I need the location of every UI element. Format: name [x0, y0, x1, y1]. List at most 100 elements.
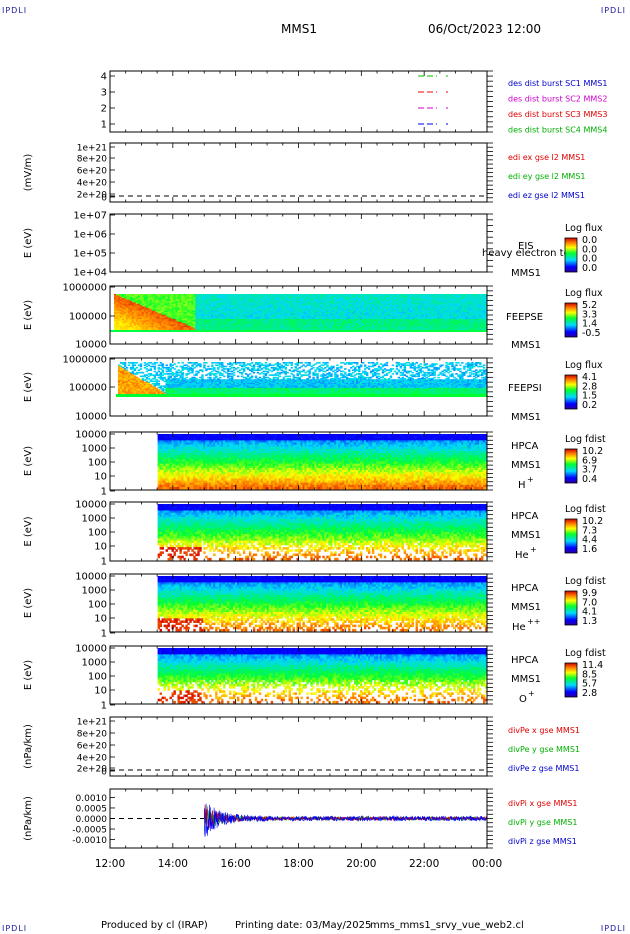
feepse-cell: [322, 296, 325, 299]
feepse-cell: [187, 300, 190, 303]
feepse-cell: [320, 299, 323, 302]
feepse-cell: [215, 313, 218, 316]
feepse-cell: [268, 317, 272, 320]
feepse-cell: [419, 296, 422, 299]
feepse-cell: [338, 298, 341, 300]
feepse-cell: [163, 318, 166, 321]
feepse-cell: [350, 302, 353, 305]
feepse-cell: [195, 328, 198, 331]
feepse-cell: [268, 300, 272, 303]
feepse-cell: [252, 309, 256, 312]
feepse-cell: [447, 299, 450, 302]
feepse-cell: [296, 314, 299, 317]
feepse-cell: [312, 325, 315, 328]
feepse-cell: [338, 294, 341, 296]
feepse-cell: [371, 302, 375, 305]
feepse-cell: [306, 327, 309, 330]
feepse-cell: [348, 328, 351, 331]
feepse-cell: [284, 305, 287, 307]
feepse-cell: [457, 321, 460, 324]
feepse-cell: [413, 321, 416, 324]
feepse-cell: [262, 310, 266, 313]
feepse-cell: [322, 300, 325, 303]
feepse-cell: [113, 314, 117, 317]
feepse-cell: [123, 298, 127, 300]
feepse-cell: [334, 298, 337, 300]
feepse-cell: [401, 316, 405, 318]
feepse-cell: [201, 327, 204, 330]
feepse-cell: [367, 307, 371, 310]
feepse-cell: [113, 320, 117, 323]
feepse-cell: [262, 313, 266, 316]
feepse-cell: [336, 309, 339, 312]
feepse-cell: [292, 320, 295, 323]
feepse-cell: [348, 320, 351, 323]
feepse-cell: [185, 309, 188, 312]
feepse-cell: [278, 317, 282, 320]
feepse-cell: [250, 294, 254, 296]
feepse-cell: [306, 306, 309, 309]
feepse-cell: [157, 309, 160, 312]
feepse-cell: [379, 299, 383, 302]
feepse-cell: [209, 299, 212, 302]
feepse-cell: [427, 300, 430, 303]
feepse-cell: [342, 305, 345, 307]
feepse-cell: [209, 298, 212, 300]
feepse-cell: [262, 323, 266, 325]
feepse-cell: [227, 306, 230, 309]
feepse-cell: [183, 310, 186, 313]
feepse-cell: [292, 302, 295, 305]
feepse-cell: [320, 294, 323, 296]
feepse-cell: [268, 298, 272, 300]
feepse-cell: [379, 300, 383, 303]
feepse-cell: [447, 307, 450, 310]
feepse-cell: [185, 314, 188, 317]
feepse-cell: [425, 303, 428, 306]
feepse-cell: [280, 305, 284, 307]
feepse-cell: [211, 327, 214, 330]
feepse-cell: [254, 310, 258, 313]
feepse-cell: [447, 295, 450, 298]
feepse-cell: [286, 306, 289, 309]
feepse-cell: [195, 306, 198, 309]
feepse-cell: [449, 321, 452, 324]
feepse-cell: [129, 324, 133, 327]
feepse-cell: [356, 300, 359, 303]
feepse-cell: [457, 317, 460, 320]
feepse-cell: [187, 303, 190, 306]
feepse-cell: [324, 317, 327, 320]
feepse-cell: [137, 325, 141, 328]
feepse-cell: [149, 302, 153, 305]
feepse-cell: [332, 317, 335, 320]
feepse-cell: [437, 327, 440, 330]
feepse-cell: [195, 327, 198, 330]
feepse-cell: [435, 312, 438, 314]
feepse-cell: [401, 320, 405, 323]
feepse-cell: [379, 328, 383, 331]
feepse-cell: [443, 305, 446, 307]
feepse-cell: [369, 309, 373, 312]
feepse-cell: [320, 300, 323, 303]
feepse-cell: [131, 296, 135, 299]
feepse-cell: [437, 328, 440, 331]
feepse-cell: [248, 324, 252, 327]
feepse-cell: [175, 317, 178, 320]
feepse-cell: [236, 318, 240, 321]
feepse-cell: [272, 312, 276, 314]
feepse-cell: [336, 321, 339, 324]
feepse-cell: [377, 325, 381, 328]
feepse-cell: [385, 313, 389, 316]
feepse-cell: [286, 320, 289, 323]
feepse-cell: [250, 318, 254, 321]
feepse-cell: [322, 320, 325, 323]
feepse-cell: [455, 306, 458, 309]
feepse-cell: [409, 305, 412, 307]
feepse-cell: [338, 328, 341, 331]
feepse-cell: [262, 320, 266, 323]
feepse-cell: [268, 316, 272, 318]
feepse-cell: [137, 309, 141, 312]
feepse-cell: [236, 309, 240, 312]
feepse-cell: [189, 328, 192, 331]
feepse-cell: [161, 310, 164, 313]
